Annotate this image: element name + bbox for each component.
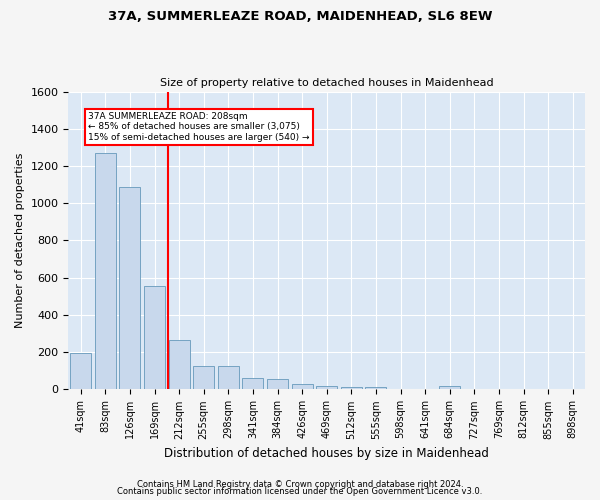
Y-axis label: Number of detached properties: Number of detached properties <box>15 153 25 328</box>
Bar <box>341 386 362 390</box>
Bar <box>193 366 214 390</box>
Bar <box>242 378 263 390</box>
Text: 37A, SUMMERLEAZE ROAD, MAIDENHEAD, SL6 8EW: 37A, SUMMERLEAZE ROAD, MAIDENHEAD, SL6 8… <box>108 10 492 23</box>
Text: 37A SUMMERLEAZE ROAD: 208sqm
← 85% of detached houses are smaller (3,075)
15% of: 37A SUMMERLEAZE ROAD: 208sqm ← 85% of de… <box>88 112 310 142</box>
Bar <box>119 186 140 390</box>
Bar <box>365 386 386 390</box>
Text: Contains HM Land Registry data © Crown copyright and database right 2024.: Contains HM Land Registry data © Crown c… <box>137 480 463 489</box>
Bar <box>439 386 460 390</box>
Bar <box>316 386 337 390</box>
Text: Contains public sector information licensed under the Open Government Licence v3: Contains public sector information licen… <box>118 487 482 496</box>
Bar <box>169 340 190 390</box>
Bar <box>292 384 313 390</box>
Bar <box>144 286 165 390</box>
Bar <box>95 153 116 390</box>
Bar <box>218 366 239 390</box>
Title: Size of property relative to detached houses in Maidenhead: Size of property relative to detached ho… <box>160 78 494 88</box>
Bar <box>267 379 288 390</box>
Bar <box>70 353 91 390</box>
X-axis label: Distribution of detached houses by size in Maidenhead: Distribution of detached houses by size … <box>164 447 489 460</box>
